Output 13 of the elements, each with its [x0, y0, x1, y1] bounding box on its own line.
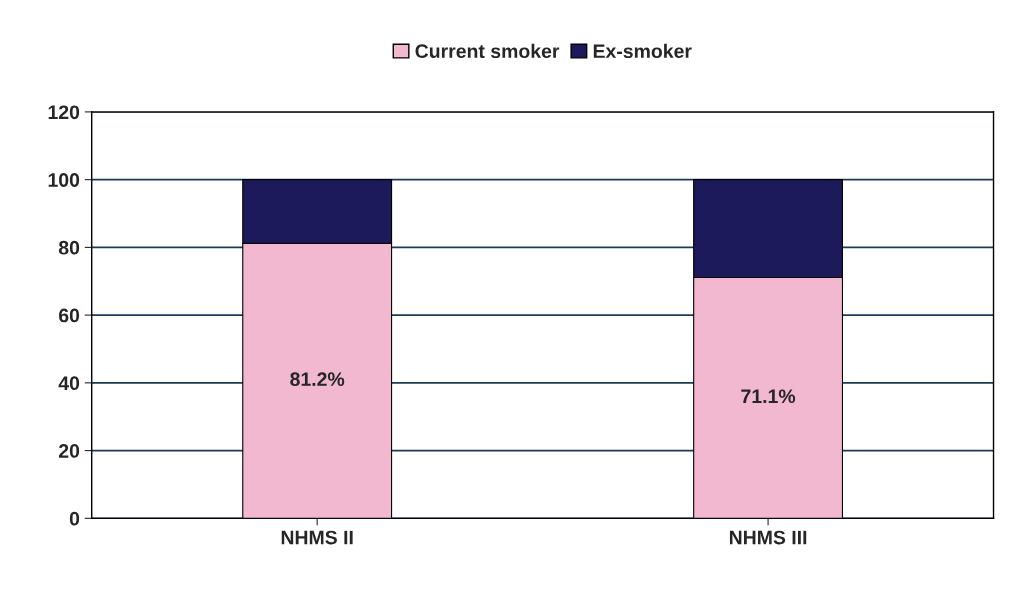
y-tick-label: 0 — [69, 511, 80, 526]
y-tick-label: 40 — [58, 376, 80, 391]
y-tick-label: 80 — [58, 240, 80, 255]
y-tick-label: 100 — [48, 173, 80, 187]
x-tick-label: NHMS II — [281, 530, 353, 545]
data-label: 71.1% — [741, 389, 796, 404]
data-label: 81.2% — [290, 372, 345, 387]
legend-label: Ex-smoker — [593, 43, 692, 59]
y-tick-label: 60 — [58, 308, 80, 323]
y-tick-label: 20 — [58, 444, 80, 458]
legend-label: Current smoker — [415, 43, 560, 59]
y-tick-label: 120 — [48, 105, 80, 120]
x-tick-label: NHMS III — [729, 530, 807, 545]
